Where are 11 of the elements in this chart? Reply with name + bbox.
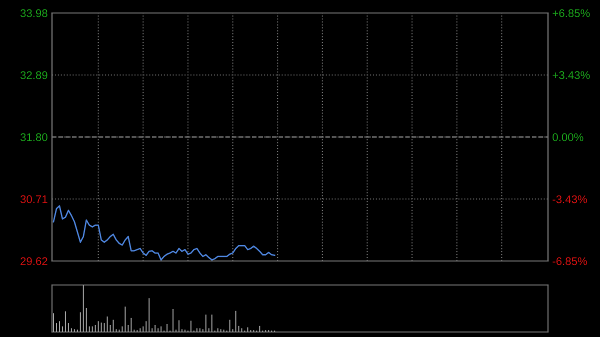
y2-tick-label: +3.43%	[552, 71, 590, 80]
y2-tick-label: +6.85%	[552, 9, 590, 18]
y-tick-label: 31.80	[20, 133, 48, 142]
y-tick-label: 30.71	[20, 195, 48, 204]
y2-tick-label: 0.00%	[552, 133, 584, 142]
y-tick-label: 32.89	[20, 71, 48, 80]
y2-tick-label: -3.43%	[552, 195, 587, 204]
line-series	[52, 205, 276, 261]
y2-tick-label: -6.85%	[552, 257, 587, 266]
y-tick-label: 29.62	[20, 257, 48, 266]
y-tick-label: 33.98	[20, 9, 48, 18]
